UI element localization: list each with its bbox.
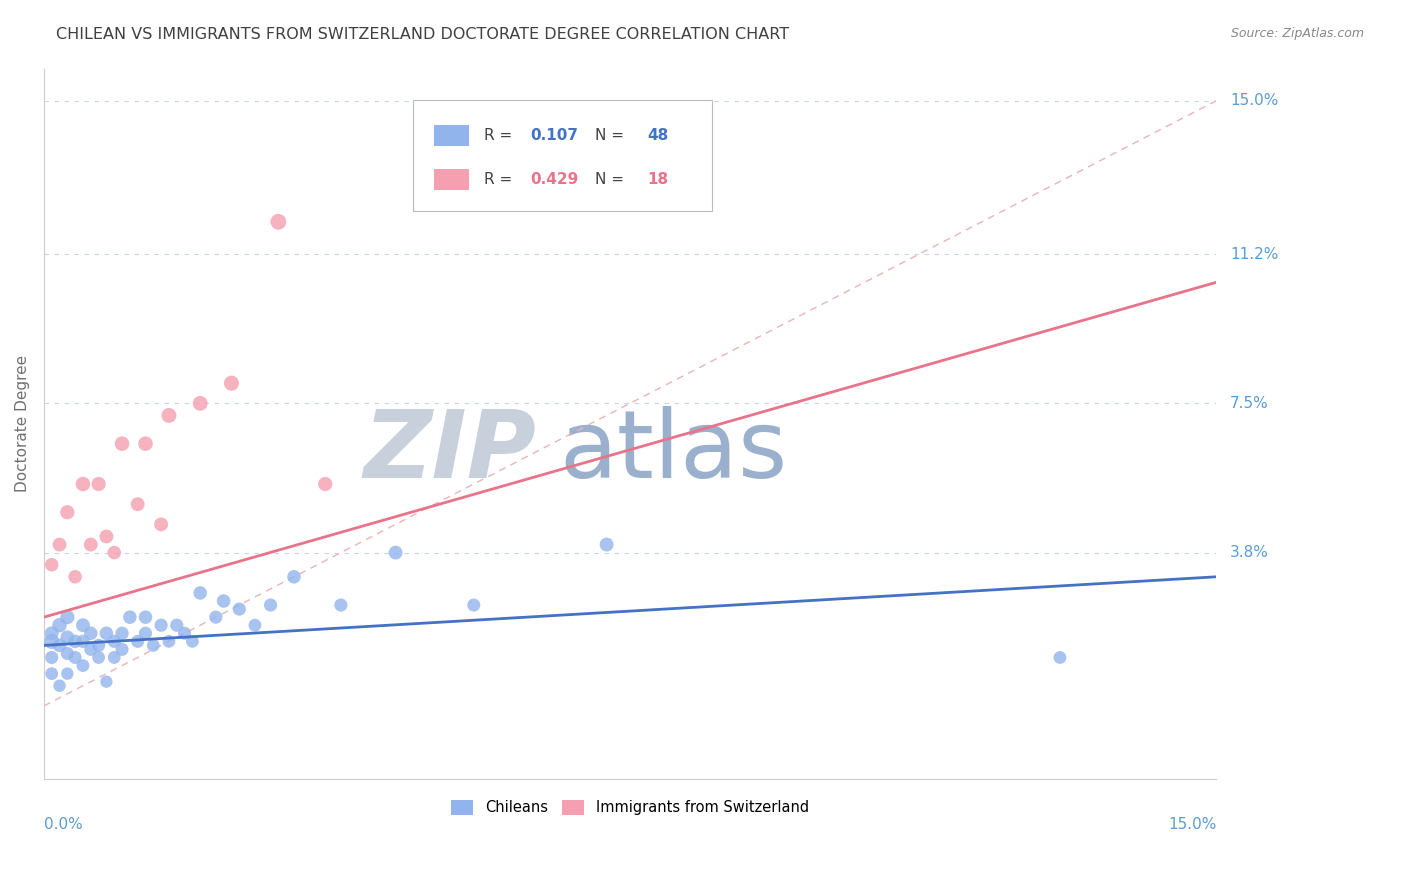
FancyBboxPatch shape [434, 169, 470, 190]
Point [96, 674, 118, 689]
Point [221, 376, 243, 391]
Text: 18: 18 [648, 172, 669, 187]
Point [329, 598, 352, 612]
Point [134, 626, 156, 640]
Point [56, 666, 79, 681]
Point [87, 650, 110, 665]
Point [150, 618, 173, 632]
Point [228, 602, 250, 616]
Point [80, 642, 103, 657]
Point [157, 634, 180, 648]
Point [63, 634, 86, 648]
Point [118, 610, 141, 624]
Point [103, 546, 125, 560]
Y-axis label: Doctorate Degree: Doctorate Degree [15, 355, 30, 492]
Point [111, 626, 134, 640]
Point [127, 634, 149, 648]
Point [134, 436, 156, 450]
Point [267, 215, 290, 229]
Point [80, 626, 103, 640]
Point [87, 477, 110, 491]
Text: CHILEAN VS IMMIGRANTS FROM SWITZERLAND DOCTORATE DEGREE CORRELATION CHART: CHILEAN VS IMMIGRANTS FROM SWITZERLAND D… [56, 27, 789, 42]
Text: N =: N = [595, 128, 628, 144]
Text: 15.0%: 15.0% [1168, 817, 1216, 832]
Point [72, 618, 94, 632]
Point [314, 477, 336, 491]
Point [595, 537, 617, 551]
Point [72, 658, 94, 673]
Point [41, 666, 63, 681]
Point [1049, 650, 1071, 665]
FancyBboxPatch shape [434, 125, 470, 146]
Text: Source: ZipAtlas.com: Source: ZipAtlas.com [1230, 27, 1364, 40]
Text: ZIP: ZIP [363, 406, 536, 498]
Point [48, 618, 70, 632]
Text: 15.0%: 15.0% [1230, 94, 1278, 108]
Point [157, 409, 180, 423]
Point [181, 634, 204, 648]
Point [63, 650, 86, 665]
Point [103, 634, 125, 648]
Point [96, 626, 118, 640]
Point [41, 634, 63, 648]
Point [41, 626, 63, 640]
Point [48, 639, 70, 653]
Point [205, 610, 228, 624]
Point [384, 546, 406, 560]
Point [72, 634, 94, 648]
Text: atlas: atlas [560, 406, 787, 498]
Legend: Chileans, Immigrants from Switzerland: Chileans, Immigrants from Switzerland [446, 794, 815, 821]
Point [41, 650, 63, 665]
Point [188, 396, 211, 410]
Point [134, 610, 156, 624]
Point [166, 618, 188, 632]
Point [283, 570, 305, 584]
Text: N =: N = [595, 172, 628, 187]
Point [48, 679, 70, 693]
Point [96, 529, 118, 543]
Point [150, 517, 173, 532]
Point [111, 642, 134, 657]
Text: 0.0%: 0.0% [44, 817, 83, 832]
Point [111, 436, 134, 450]
Point [173, 626, 195, 640]
FancyBboxPatch shape [413, 101, 711, 211]
Point [103, 650, 125, 665]
Point [87, 639, 110, 653]
Text: R =: R = [484, 128, 516, 144]
Point [56, 647, 79, 661]
Text: 0.107: 0.107 [530, 128, 578, 144]
Point [212, 594, 235, 608]
Point [72, 477, 94, 491]
Point [41, 558, 63, 572]
Text: 3.8%: 3.8% [1230, 545, 1270, 560]
Text: 11.2%: 11.2% [1230, 246, 1278, 261]
Point [56, 505, 79, 519]
Point [243, 618, 266, 632]
Text: R =: R = [484, 172, 516, 187]
Point [188, 586, 211, 600]
Point [127, 497, 149, 511]
Point [142, 639, 165, 653]
Text: 7.5%: 7.5% [1230, 396, 1268, 411]
Text: 48: 48 [648, 128, 669, 144]
Point [56, 630, 79, 644]
Point [80, 537, 103, 551]
Point [463, 598, 485, 612]
Point [48, 537, 70, 551]
Point [56, 610, 79, 624]
Point [63, 570, 86, 584]
Point [259, 598, 281, 612]
Text: 0.429: 0.429 [530, 172, 579, 187]
